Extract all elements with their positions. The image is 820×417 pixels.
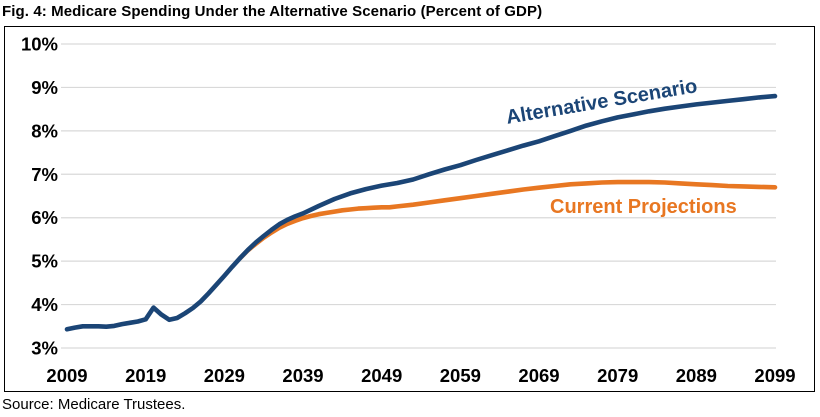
x-axis-tick-label: 2059 xyxy=(440,365,481,386)
y-axis-tick-label: 8% xyxy=(31,120,58,141)
source-note: Source: Medicare Trustees. xyxy=(2,396,186,413)
x-axis-tick-label: 2049 xyxy=(361,365,402,386)
series-line-alternative-scenario xyxy=(64,93,778,332)
x-axis-tick-label: 2099 xyxy=(754,365,795,386)
series-line-current-projections xyxy=(237,179,778,261)
x-axis-tick-label: 2089 xyxy=(676,365,717,386)
y-axis-tick-label: 3% xyxy=(31,338,58,359)
y-axis-tick-label: 10% xyxy=(21,34,58,55)
x-axis-tick-label: 2069 xyxy=(518,365,559,386)
figure-title: Fig. 4: Medicare Spending Under the Alte… xyxy=(2,3,543,20)
series-label-current-projections: Current Projections xyxy=(550,196,737,218)
chart-area: 3% 4% 5% 6% 7% 8% 9% 10% 2009 2019 2029 2039 2049 205… xyxy=(4,26,815,392)
y-axis-tick-label: 9% xyxy=(31,77,58,98)
y-axis-tick-label: 5% xyxy=(31,251,58,272)
x-axis-tick-label: 2029 xyxy=(204,365,245,386)
x-axis-tick-label: 2009 xyxy=(46,365,87,386)
chart-canvas: 3% 4% 5% 6% 7% 8% 9% 10% 2009 2019 2029 2039 2049 205… xyxy=(21,34,796,387)
x-axis-tick-label: 2019 xyxy=(125,365,166,386)
x-axis-tick-label: 2079 xyxy=(597,365,638,386)
x-axis-tick-label: 2039 xyxy=(282,365,323,386)
y-axis-tick-label: 4% xyxy=(31,294,58,315)
y-axis-tick-label: 6% xyxy=(31,207,58,228)
y-axis-tick-label: 7% xyxy=(31,164,58,185)
